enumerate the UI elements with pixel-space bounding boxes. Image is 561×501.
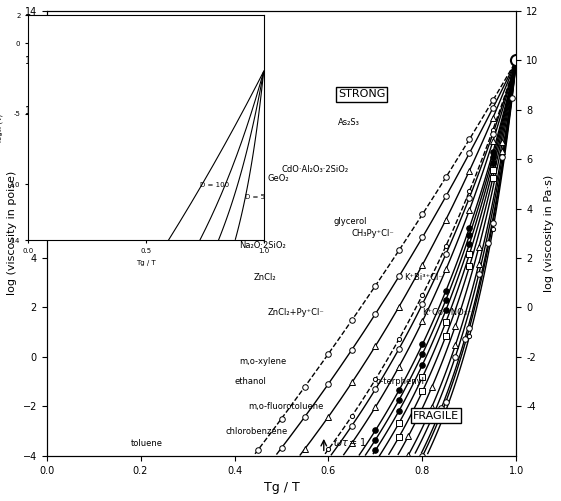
Text: toluene: toluene	[131, 439, 163, 448]
Text: K⁺Bi³⁺Cl⁻: K⁺Bi³⁺Cl⁻	[404, 274, 443, 283]
Text: Na₂O·2SiO₂: Na₂O·2SiO₂	[239, 241, 286, 250]
Text: m,o-xylene: m,o-xylene	[239, 357, 287, 366]
X-axis label: Tg / T: Tg / T	[264, 481, 300, 494]
Text: ZnCl₂: ZnCl₂	[254, 274, 276, 283]
Text: As₂S₃: As₂S₃	[338, 118, 360, 127]
Text: m,o-fluorotoluene: m,o-fluorotoluene	[249, 402, 324, 411]
Text: SiO₂: SiO₂	[173, 229, 191, 238]
Y-axis label: log (viscosity in Pa·s): log (viscosity in Pa·s)	[544, 175, 554, 292]
Text: D = 5: D = 5	[245, 194, 265, 200]
Text: STRONG: STRONG	[338, 90, 385, 99]
Text: chlorobenzene: chlorobenzene	[225, 426, 287, 435]
Text: D = 100: D = 100	[200, 182, 229, 188]
Text: o-terphenyl: o-terphenyl	[375, 377, 425, 386]
Text: K⁺Co²⁺NO₃⁻: K⁺Co²⁺NO₃⁻	[422, 308, 472, 317]
Text: FRAGILE: FRAGILE	[413, 411, 459, 421]
Text: CdO·Al₂O₃·2SiO₂: CdO·Al₂O₃·2SiO₂	[282, 165, 348, 174]
Text: GeO₂: GeO₂	[268, 174, 289, 183]
Text: $\omega\tau = 1$: $\omega\tau = 1$	[333, 436, 366, 448]
Text: glycerol: glycerol	[333, 216, 367, 225]
Text: ethanol: ethanol	[234, 377, 266, 386]
Y-axis label: log (viscosity in poise): log (viscosity in poise)	[7, 171, 17, 296]
Text: CH₃Py⁺Cl⁻: CH₃Py⁺Cl⁻	[352, 229, 395, 238]
Text: ZnCl₂+Py⁺Cl⁻: ZnCl₂+Py⁺Cl⁻	[268, 308, 324, 317]
Y-axis label: log₁₀ (τ): log₁₀ (τ)	[0, 114, 3, 142]
X-axis label: Tg / T: Tg / T	[136, 260, 156, 266]
